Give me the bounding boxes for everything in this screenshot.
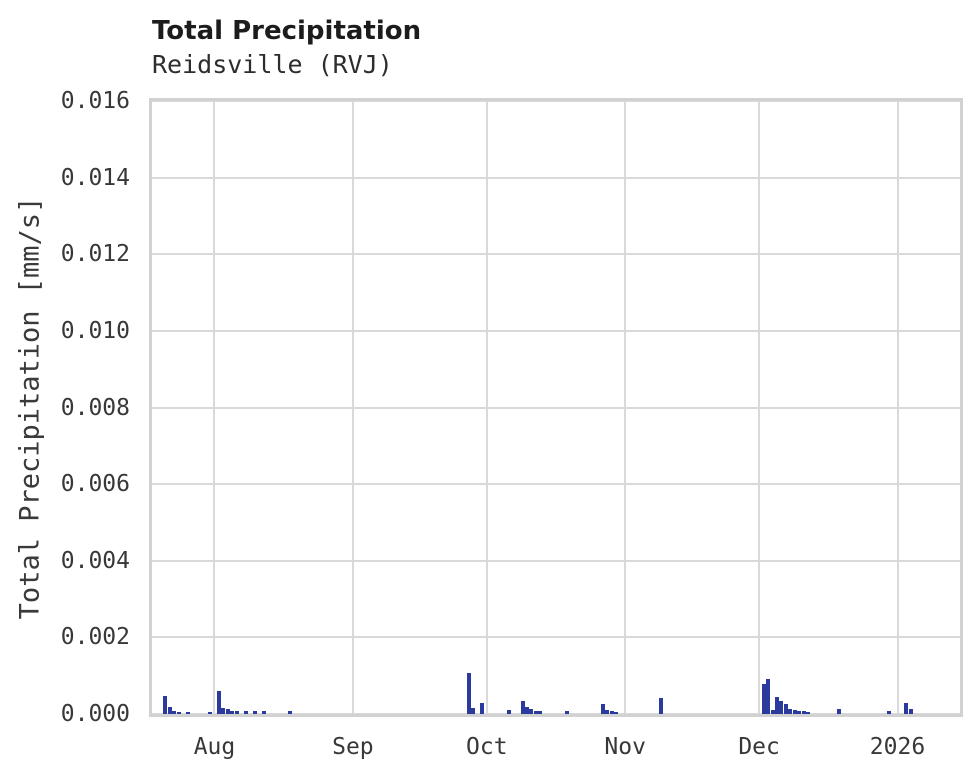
y-tick-label: 0.000 [60,701,130,727]
precip-bar [163,695,168,714]
precip-bar [261,711,266,714]
x-gridline [896,101,899,714]
y-gridline [152,176,960,179]
precip-bar [792,709,797,714]
precip-bar [779,700,784,714]
x-tick-label: 2026 [869,734,926,760]
y-tick-label: 0.002 [60,624,130,651]
precip-bar [252,711,257,714]
precip-bar [216,690,221,714]
precip-bar [837,709,842,714]
y-gridline [152,559,960,562]
x-tick-label: Aug [193,734,236,760]
chart-title: Total Precipitation [152,16,422,46]
precip-bar [806,711,811,714]
precip-bar [533,710,538,714]
x-gridline [351,101,354,714]
x-gridline [758,101,761,714]
x-tick-label: Sep [332,734,374,760]
precip-bar [167,706,172,714]
precip-bar [185,712,190,714]
x-tick-label: Dec [738,734,780,760]
precip-bar [600,704,605,714]
precip-bar [466,672,471,714]
y-tick-label: 0.008 [60,394,130,421]
precip-bar [658,697,663,714]
y-gridline [152,483,960,486]
y-tick-label: 0.006 [60,471,130,498]
precip-bar [609,711,614,714]
x-tick-label: Nov [604,734,646,760]
chart-subtitle: Reidsville (RVJ) [152,50,393,79]
precip-bar [908,709,913,714]
precip-bar [761,683,766,714]
precip-bar [774,696,779,714]
precip-bar [904,702,909,714]
precip-bar [480,703,485,714]
y-tick-label: 0.014 [60,164,130,191]
precip-bar [243,711,248,714]
precip-bar [221,707,226,714]
precip-bar [225,709,230,714]
precip-bar [176,712,181,714]
y-gridline [152,100,960,102]
y-gridline [152,406,960,409]
precip-bar [230,710,235,714]
precip-bar [565,710,570,714]
precip-bar [770,710,775,714]
x-tick-label: Oct [466,734,508,760]
y-gridline [152,329,960,332]
precip-bar [766,679,771,714]
precip-bar [797,710,802,714]
y-tick-label: 0.016 [60,88,130,114]
x-gridline [213,101,216,714]
precip-bar [788,708,793,714]
precip-bar [234,711,239,714]
precip-bar [208,712,213,714]
precip-bar [801,710,806,714]
y-tick-label: 0.004 [60,547,130,574]
precip-bar [524,707,529,714]
precip-bar [288,711,293,714]
precip-bar [538,711,543,714]
y-gridline [152,253,960,256]
precip-bar [520,700,525,714]
y-tick-label: 0.012 [60,241,130,268]
y-tick-label: 0.010 [60,317,130,344]
x-gridline [485,101,488,714]
y-gridline [152,636,960,639]
precip-bar [614,711,619,714]
precip-bar [172,711,177,714]
precip-bar [886,710,891,714]
precip-bar [471,707,476,714]
precip-bar [507,710,512,714]
x-gridline [624,101,627,714]
precip-bar [605,709,610,714]
precip-bar [529,709,534,714]
precip-bar [783,704,788,714]
